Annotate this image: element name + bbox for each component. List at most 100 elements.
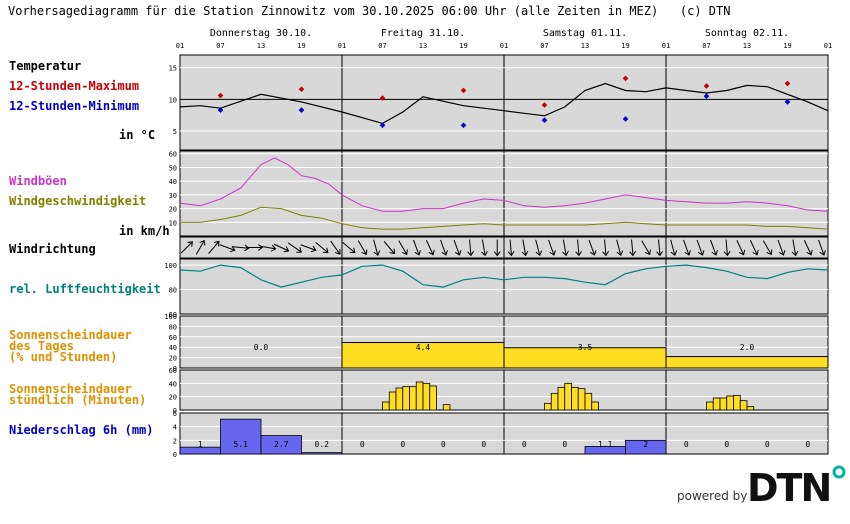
sun-hourly-bar xyxy=(712,397,721,411)
wind-arrow-shaft xyxy=(440,239,447,256)
label-wind-unit: in km/h xyxy=(119,224,170,238)
wind-arrow xyxy=(710,239,718,256)
wind-arrow xyxy=(315,241,329,254)
max-marker xyxy=(784,80,791,87)
wind-arrow-head xyxy=(562,250,569,257)
label-windrichtung: Windrichtung xyxy=(9,242,96,256)
wind-arrow-shaft xyxy=(195,240,205,255)
precip-label: 2 xyxy=(643,440,648,449)
precip-bar xyxy=(625,439,667,455)
wind-arrow-shaft xyxy=(683,239,690,256)
min-marker xyxy=(298,107,305,113)
wind-arrow-shaft xyxy=(792,239,797,256)
precip-ytick: 2 xyxy=(173,437,177,445)
sun-hourly-bar xyxy=(550,392,559,411)
wind-arrow xyxy=(273,243,290,253)
precip-bar xyxy=(260,435,302,455)
gust-line xyxy=(179,157,829,212)
precip-label: 0 xyxy=(522,440,527,449)
wind-arrow-shaft xyxy=(273,243,289,252)
wind-ytick: 40 xyxy=(169,178,177,186)
temp-ytick: 15 xyxy=(169,65,177,73)
label-12h-min: 12-Stunden-Minimum xyxy=(9,99,140,113)
precip-label: 0 xyxy=(684,440,689,449)
precip-ytick: 6 xyxy=(173,410,177,418)
wind-arrow-shaft xyxy=(413,239,420,256)
hour-tick-label: 01 xyxy=(824,42,832,50)
wind-arrow xyxy=(373,239,381,257)
wind-arrow xyxy=(246,244,264,251)
wind-arrow-head xyxy=(229,245,236,253)
wind-arrow xyxy=(481,239,488,257)
wind-arrow xyxy=(818,239,826,256)
wind-arrow xyxy=(208,240,220,254)
wind-arrow-shaft xyxy=(453,239,460,256)
precip-label: 0 xyxy=(360,440,365,449)
powered-by-text: powered by xyxy=(677,489,748,503)
sun-daily-bar xyxy=(341,342,505,369)
wind-arrow-shaft xyxy=(725,239,728,256)
precip-ytick: 4 xyxy=(173,424,177,432)
wind-arrow xyxy=(641,240,651,256)
wind-arrow-head xyxy=(521,250,529,257)
hour-tick-label: 13 xyxy=(581,42,589,50)
min-marker xyxy=(379,122,386,129)
wind-ytick: 20 xyxy=(169,206,177,214)
hour-tick-label: 07 xyxy=(216,42,224,50)
wind-arrow xyxy=(575,239,583,257)
precip-label: 2.7 xyxy=(274,440,289,449)
wind-arrow-shaft xyxy=(588,239,595,256)
wind-arrow xyxy=(330,240,341,255)
precip-label: 5.1 xyxy=(234,440,249,449)
sun-hourly-bar xyxy=(584,392,593,411)
hour-tick-label: 19 xyxy=(783,42,791,50)
sun-hourly-bar xyxy=(719,397,728,411)
wind-arrow-shaft xyxy=(469,239,472,256)
precip-bar xyxy=(301,452,343,455)
wind-arrow-shaft xyxy=(548,239,555,256)
wind-arrow-shaft xyxy=(315,241,329,254)
wind-arrow-head xyxy=(283,246,290,253)
wind-arrow-shaft xyxy=(535,239,541,256)
max-marker xyxy=(379,95,386,101)
wind-arrow xyxy=(588,239,597,256)
min-marker xyxy=(217,107,224,113)
hour-tick-label: 07 xyxy=(702,42,710,50)
wind-ytick: 30 xyxy=(169,192,177,200)
wind-arrow-shaft xyxy=(749,240,758,255)
page-title: Vorhersagediagramm für die Station Zinno… xyxy=(8,4,731,18)
wind-arrow xyxy=(749,240,759,256)
label-sonne-stuendlich: Sonnenscheindauer stündlich (Minuten) xyxy=(9,382,147,407)
sun-hourly-bar xyxy=(402,386,410,411)
precip-ytick: 0 xyxy=(173,451,177,459)
wind-arrow-head xyxy=(401,249,408,256)
wind-arrow xyxy=(357,240,368,256)
hour-tick-label: 07 xyxy=(540,42,548,50)
wind-arrow-head xyxy=(334,249,341,255)
wind-arrow-head xyxy=(244,244,250,252)
wind-speed-line xyxy=(180,206,829,230)
wind-arrow xyxy=(180,241,193,254)
wind-arrow-shaft xyxy=(641,240,651,255)
wind-arrow xyxy=(777,239,786,256)
min-marker xyxy=(622,116,629,122)
hour-tick-label: 01 xyxy=(500,42,508,50)
wind-arrow-head xyxy=(296,247,302,253)
wind-arrow xyxy=(683,239,691,256)
wind-arrow xyxy=(803,240,813,256)
wind-arrow xyxy=(232,244,250,252)
wind-arrow xyxy=(736,240,746,256)
day-label: Donnerstag 30.10. xyxy=(210,28,312,39)
sun-hourly-bar xyxy=(739,400,748,411)
sun-daily-label: 4.4 xyxy=(416,343,431,352)
wind-arrow xyxy=(259,244,277,252)
sun-hourly-bar xyxy=(409,386,417,411)
min-marker xyxy=(784,99,791,105)
wind-arrow-head xyxy=(752,249,759,256)
wind-arrow xyxy=(791,239,799,257)
wind-arrow-shaft xyxy=(259,245,276,250)
precip-label: 0 xyxy=(441,440,446,449)
wind-arrow-shaft xyxy=(383,241,395,254)
sun-hourly-bar xyxy=(746,406,755,411)
wind-arrow-shaft xyxy=(522,239,527,256)
